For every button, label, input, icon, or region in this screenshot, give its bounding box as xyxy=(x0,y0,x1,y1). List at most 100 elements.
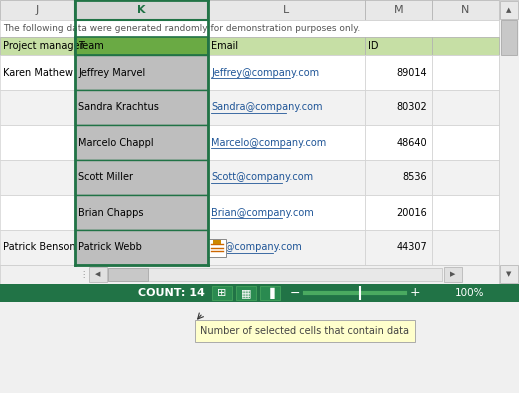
Text: 100%: 100% xyxy=(455,288,485,298)
Bar xyxy=(432,37,499,55)
Bar xyxy=(236,286,256,300)
Bar xyxy=(499,0,519,284)
Text: ick@company.com: ick@company.com xyxy=(211,242,302,252)
Bar xyxy=(365,160,432,195)
Text: N: N xyxy=(461,5,470,15)
Text: ID: ID xyxy=(368,41,378,51)
Text: Patrick Benson: Patrick Benson xyxy=(3,242,76,252)
Text: 48640: 48640 xyxy=(397,138,427,147)
Text: +: + xyxy=(409,286,420,299)
Bar xyxy=(432,230,499,265)
Bar xyxy=(89,267,107,282)
Bar xyxy=(208,230,365,265)
Bar xyxy=(0,284,519,302)
Text: ▐: ▐ xyxy=(266,287,274,299)
Text: Sandra Krachtus: Sandra Krachtus xyxy=(78,103,159,112)
Text: 89014: 89014 xyxy=(397,68,427,77)
Bar xyxy=(208,195,365,230)
Bar xyxy=(432,125,499,160)
Text: COUNT: 14: COUNT: 14 xyxy=(138,288,205,298)
Bar xyxy=(208,0,365,20)
Text: ▲: ▲ xyxy=(507,7,512,13)
Bar xyxy=(208,90,365,125)
Text: ⋮: ⋮ xyxy=(79,270,87,279)
Text: ▦: ▦ xyxy=(241,288,251,298)
Bar xyxy=(0,195,75,230)
Text: 44307: 44307 xyxy=(396,242,427,252)
Bar xyxy=(108,268,442,281)
Text: The following data were generated randomly for demonstration purposes only.: The following data were generated random… xyxy=(3,24,360,33)
Bar xyxy=(365,0,432,20)
Bar xyxy=(0,20,499,284)
Bar xyxy=(75,125,208,160)
Bar xyxy=(432,160,499,195)
Bar xyxy=(75,90,208,125)
Text: K: K xyxy=(137,5,146,15)
Bar xyxy=(208,160,365,195)
Bar xyxy=(365,90,432,125)
Text: Brian Chapps: Brian Chapps xyxy=(78,208,143,217)
Bar xyxy=(501,20,517,55)
Bar xyxy=(0,160,75,195)
Text: Brian@company.com: Brian@company.com xyxy=(211,208,314,217)
Text: Project manager: Project manager xyxy=(3,41,84,51)
Bar xyxy=(75,55,208,90)
Bar xyxy=(208,239,226,257)
Bar xyxy=(0,37,75,55)
Text: 80302: 80302 xyxy=(396,103,427,112)
Bar xyxy=(432,0,499,20)
Bar xyxy=(444,267,462,282)
Bar xyxy=(365,195,432,230)
Bar xyxy=(75,195,208,230)
Bar xyxy=(0,125,75,160)
Bar xyxy=(0,20,499,37)
Text: Scott Miller: Scott Miller xyxy=(78,173,133,182)
Text: 8536: 8536 xyxy=(402,173,427,182)
Bar xyxy=(195,320,415,342)
Bar xyxy=(213,239,221,244)
Text: Marcelo Chappl: Marcelo Chappl xyxy=(78,138,154,147)
Text: Karen Mathew: Karen Mathew xyxy=(3,68,73,77)
Bar xyxy=(0,0,75,20)
Bar xyxy=(0,55,75,90)
Bar xyxy=(0,265,499,284)
Text: ⊞: ⊞ xyxy=(217,288,227,298)
Bar xyxy=(208,37,365,55)
Bar xyxy=(75,160,208,195)
Bar xyxy=(108,268,148,281)
Text: J: J xyxy=(36,5,39,15)
Bar xyxy=(0,230,75,265)
Bar xyxy=(365,55,432,90)
Text: Patrick Webb: Patrick Webb xyxy=(78,242,142,252)
Bar xyxy=(365,125,432,160)
Bar xyxy=(212,286,232,300)
Text: −: − xyxy=(290,286,301,299)
Bar xyxy=(0,90,75,125)
Text: M: M xyxy=(394,5,403,15)
Bar xyxy=(260,286,280,300)
Text: Email: Email xyxy=(211,41,238,51)
Bar xyxy=(365,230,432,265)
Text: ▶: ▶ xyxy=(450,272,456,277)
Bar xyxy=(208,55,365,90)
Text: Sandra@company.com: Sandra@company.com xyxy=(211,103,322,112)
Bar xyxy=(75,230,208,265)
Bar xyxy=(432,55,499,90)
Bar xyxy=(432,90,499,125)
Bar xyxy=(75,37,208,55)
Text: ▼: ▼ xyxy=(507,271,512,277)
Text: Marcelo@company.com: Marcelo@company.com xyxy=(211,138,326,147)
Bar xyxy=(75,0,208,20)
Text: Number of selected cells that contain data: Number of selected cells that contain da… xyxy=(200,326,409,336)
Bar xyxy=(208,125,365,160)
Text: Team: Team xyxy=(78,41,104,51)
Text: 20016: 20016 xyxy=(396,208,427,217)
Text: Jeffrey@company.com: Jeffrey@company.com xyxy=(211,68,319,77)
Bar xyxy=(500,265,518,283)
Text: L: L xyxy=(283,5,290,15)
Text: Jeffrey Marvel: Jeffrey Marvel xyxy=(78,68,145,77)
Bar xyxy=(365,37,432,55)
Bar xyxy=(432,195,499,230)
Bar xyxy=(500,1,518,19)
Text: Scott@company.com: Scott@company.com xyxy=(211,173,313,182)
